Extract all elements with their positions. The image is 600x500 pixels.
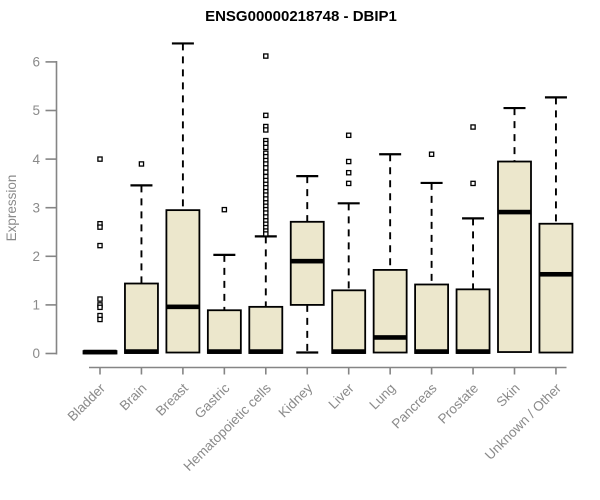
outlier-point [470, 124, 476, 130]
box-group [206, 206, 242, 354]
outlier-point [263, 169, 269, 175]
iqr-box [414, 283, 450, 354]
outlier-point [263, 127, 269, 133]
x-tick-label: Liver [326, 380, 358, 412]
x-tick-label: Unknown / Other [482, 380, 565, 463]
outlier-point [97, 304, 103, 311]
median-line [166, 304, 200, 310]
x-tick-label: Pancreas [389, 380, 440, 431]
iqr-box [165, 209, 201, 354]
median-line [83, 349, 117, 355]
box-group [538, 96, 574, 354]
boxplot-series-layer [82, 42, 574, 355]
y-axis: 0 1 2 3 4 5 6 [32, 55, 58, 361]
median-line [373, 335, 407, 340]
y-tick-label: 5 [32, 103, 40, 118]
outlier-point [97, 224, 103, 230]
x-tick-label: Bladder [65, 380, 109, 424]
box-group [165, 42, 201, 354]
iqr-box [248, 305, 284, 354]
x-tick-label: Kidney [276, 380, 316, 420]
x-tick-label: Brain [117, 381, 150, 414]
median-line [498, 209, 531, 215]
median-line [456, 349, 490, 354]
outlier-point [345, 158, 352, 165]
x-tick-label: Breast [153, 380, 191, 418]
iqr-box [455, 288, 491, 354]
iqr-box [206, 309, 242, 354]
x-tick-label: Lung [366, 381, 398, 413]
x-tick-label: Gastric [192, 380, 233, 421]
outlier-point [345, 180, 352, 187]
outlier-point [97, 156, 103, 162]
outlier-point [263, 53, 269, 59]
x-tick-label: Prostate [435, 381, 481, 427]
median-line [290, 258, 324, 264]
iqr-box [372, 269, 408, 354]
median-line [249, 349, 283, 354]
outlier-point [221, 206, 228, 213]
y-tick-label: 4 [32, 152, 40, 167]
iqr-box [497, 160, 532, 353]
median-line [415, 349, 449, 354]
outlier-point [263, 112, 269, 119]
x-tick-label: Skin [493, 381, 522, 410]
y-tick-label: 6 [32, 55, 40, 70]
median-line [332, 349, 366, 354]
iqr-box [124, 282, 159, 354]
iqr-box [538, 222, 574, 354]
box-group [82, 156, 118, 355]
outlier-point [263, 165, 269, 171]
outlier-point [428, 151, 435, 157]
outlier-point [345, 169, 352, 176]
box-group [455, 124, 491, 354]
box-group [289, 175, 325, 354]
outlier-point [97, 242, 103, 249]
outlier-point [263, 144, 269, 151]
outlier-point [263, 231, 269, 237]
box-group [497, 106, 532, 353]
y-tick-label: 2 [32, 249, 40, 264]
chart-title: ENSG00000218748 - DBIP1 [205, 8, 397, 25]
box-group [414, 151, 450, 354]
outlier-point [138, 161, 145, 167]
outlier-point [97, 296, 103, 302]
y-tick-label: 1 [32, 298, 40, 313]
box-group [248, 53, 284, 354]
iqr-box [331, 289, 367, 354]
median-line [207, 349, 241, 354]
outlier-point [97, 316, 103, 323]
outlier-point [345, 132, 352, 139]
box-group [372, 153, 408, 354]
y-tick-label: 3 [32, 200, 40, 215]
median-line [539, 271, 573, 277]
outlier-point [470, 180, 476, 187]
y-axis-title: Expression [4, 175, 19, 242]
median-line [124, 349, 158, 354]
box-group [124, 161, 159, 354]
y-tick-label: 0 [32, 346, 40, 361]
box-group [331, 132, 367, 354]
